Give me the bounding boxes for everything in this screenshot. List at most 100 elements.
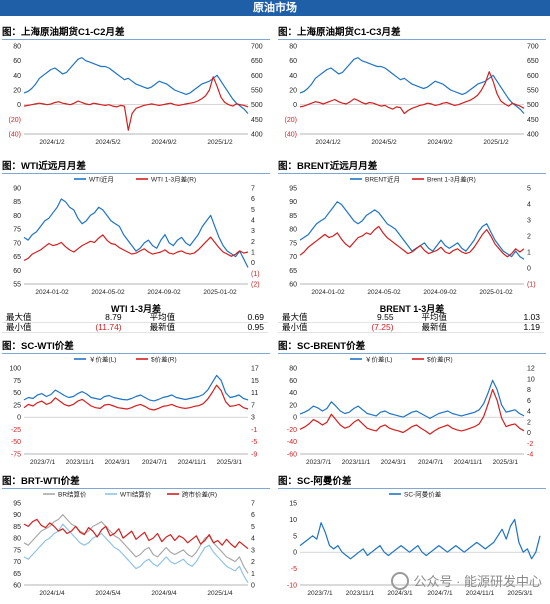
- y2-tick-label: 6: [251, 512, 255, 519]
- series-line: [299, 379, 525, 420]
- x-tick-label: 2024/3/1: [105, 459, 131, 466]
- y-tick-label: 20: [289, 88, 297, 95]
- y2-tick-label: 0: [251, 583, 255, 590]
- y2-tick-label: 2: [527, 234, 531, 241]
- series-line: [23, 57, 249, 114]
- legend-label: ￥价差(L): [365, 355, 392, 364]
- x-tick-label: 2024/7/1: [418, 459, 444, 466]
- legend-label: WTI结算价: [120, 490, 152, 499]
- y2-tick-label: 12: [527, 366, 535, 373]
- y-tick-label: 0: [293, 102, 297, 109]
- stats-value: (7.25): [340, 322, 398, 333]
- x-tick-label: 2023/7/1: [306, 459, 332, 466]
- x-tick-label: 2024/1/4: [39, 590, 65, 597]
- legend-label: ￥价差(L): [89, 355, 116, 364]
- x-tick-label: 2025-01-02: [479, 289, 513, 296]
- y2-tick-label: 1: [251, 571, 255, 578]
- legend-label: WTI近月: [89, 175, 114, 184]
- x-tick-label: 2024-01-02: [311, 289, 345, 296]
- stats-label: 最新值: [397, 322, 498, 333]
- y-tick-label: 40: [289, 390, 297, 397]
- series-line: [299, 388, 525, 435]
- x-tick-label: 2024/3/1: [381, 459, 407, 466]
- stats-row: 最小值 (7.25) 最新值 1.19: [278, 322, 544, 333]
- series-line: [23, 198, 249, 268]
- series-line: [23, 523, 249, 584]
- x-tick-label: 2025-01-02: [203, 289, 237, 296]
- watermark: 公众号 · 能源研发中心: [391, 571, 542, 590]
- y-tick-label: 75: [13, 227, 21, 234]
- x-tick-label: 2025/3/1: [493, 459, 519, 466]
- series-line: [299, 518, 541, 560]
- x-tick-label: 2023/7/1: [30, 459, 56, 466]
- y2-tick-label: 6: [251, 196, 255, 203]
- sc-wti-spread-chart: -75 -50 -25 0 25 50 75 100 -9 -5 -1 3 7 11 15 17 2023/7/…: [9, 355, 259, 467]
- y-tick-label: 75: [289, 240, 297, 247]
- y-tick-label: (20): [9, 117, 21, 124]
- y2-tick-label: 15: [251, 378, 259, 385]
- legend-label: BRENT近月: [365, 175, 400, 184]
- series-line: [23, 518, 249, 550]
- y-tick-label: 85: [13, 524, 21, 531]
- x-tick-label: 2025/3/1: [507, 590, 533, 597]
- series-line: [23, 76, 249, 131]
- series-line: [299, 57, 525, 114]
- x-tick-label: 2024-01-02: [35, 289, 69, 296]
- x-tick-label: 2024-05-02: [367, 289, 401, 296]
- stats-row: 最小值 (11.74) 最新值 0.95: [2, 322, 268, 333]
- legend-label: SC-阿曼价差: [404, 490, 442, 499]
- stats-label: 最小值: [2, 322, 64, 333]
- sc-c1-c3-spread-chart: (40) (20) 0 20 40 60 80 400 450 500 550 600 650 700 20…: [285, 44, 539, 147]
- series-line: [23, 514, 249, 574]
- y-tick-label: 65: [13, 254, 21, 261]
- y2-tick-label: 1: [527, 250, 531, 257]
- stats-value: 1.19: [497, 322, 544, 333]
- y2-tick-label: 0: [527, 266, 531, 273]
- y-tick-label: 95: [13, 501, 21, 508]
- watermark-text: 公众号 · 能源研发中心: [413, 574, 542, 589]
- y-tick-label: 5: [293, 533, 297, 540]
- y-tick-label: 40: [289, 73, 297, 80]
- sc-c1-c2-spread-chart: (40) (20) 0 20 40 60 80 400 450 500 550 600 650 700 20…: [9, 44, 263, 147]
- y-tick-label: -5: [291, 566, 297, 573]
- y2-tick-label: 5: [251, 207, 255, 214]
- stats-label: 平均值: [125, 313, 224, 323]
- y-tick-label: (20): [285, 117, 297, 124]
- x-tick-label: 2024/7/1: [427, 590, 453, 597]
- y2-tick-label: 550: [527, 88, 539, 95]
- wti-stats-title: WTI 1-3月差: [110, 304, 161, 314]
- y2-tick-label: 17: [251, 366, 259, 373]
- wti-spread-chart: 55 60 65 70 75 80 85 90 (2) (1) 0 1 2 3 4 5 6 7 2024-01-02…: [13, 175, 259, 297]
- legend-label: $价差(R): [427, 355, 453, 364]
- x-tick-label: 2024/9/4: [151, 590, 177, 597]
- x-tick-label: 2024-09-02: [147, 289, 181, 296]
- y-tick-label: 55: [13, 282, 21, 289]
- panel-title: 图：SC-WTI价差: [2, 340, 270, 354]
- x-tick-label: 2024-05-02: [91, 289, 125, 296]
- y2-tick-label: 650: [251, 58, 263, 65]
- y-tick-label: -60: [287, 452, 297, 459]
- y2-tick-label: -9: [251, 452, 257, 459]
- y2-tick-label: 4: [527, 202, 531, 209]
- brt-wti-spread-chart: 60 65 70 75 80 85 90 95 0 1 2 3 4 5 6 7 2024/1/4 2024/5/4…: [13, 490, 255, 598]
- y2-tick-label: 1: [251, 250, 255, 257]
- y-tick-label: -50: [11, 439, 21, 446]
- sc-oman-spread-chart: -10 -5 0 5 10 15 2023/7/1 2023/11/1 2024/3/1 2024…: [287, 490, 541, 597]
- panel-title: 图：WTI近远月月差: [2, 160, 270, 174]
- y2-tick-label: 8: [527, 387, 531, 394]
- y2-tick-label: 7: [251, 186, 255, 193]
- panel-title: 图：上海原油期货C1-C2月差: [2, 26, 270, 40]
- x-tick-label: 2025/1/4: [207, 590, 233, 597]
- y2-tick-label: 2: [527, 419, 531, 426]
- y-tick-label: 80: [289, 366, 297, 373]
- y-tick-label: 70: [13, 240, 21, 247]
- x-tick-label: 2025/3/1: [217, 459, 243, 466]
- y2-tick-label: 10: [527, 376, 535, 383]
- y2-tick-label: 700: [527, 44, 539, 51]
- y-tick-label: 60: [289, 282, 297, 289]
- series-line: [23, 234, 249, 262]
- y-tick-label: 40: [13, 73, 21, 80]
- y-tick-label: 0: [17, 102, 21, 109]
- panel-title: 图：BRT-WTI价差: [2, 475, 270, 489]
